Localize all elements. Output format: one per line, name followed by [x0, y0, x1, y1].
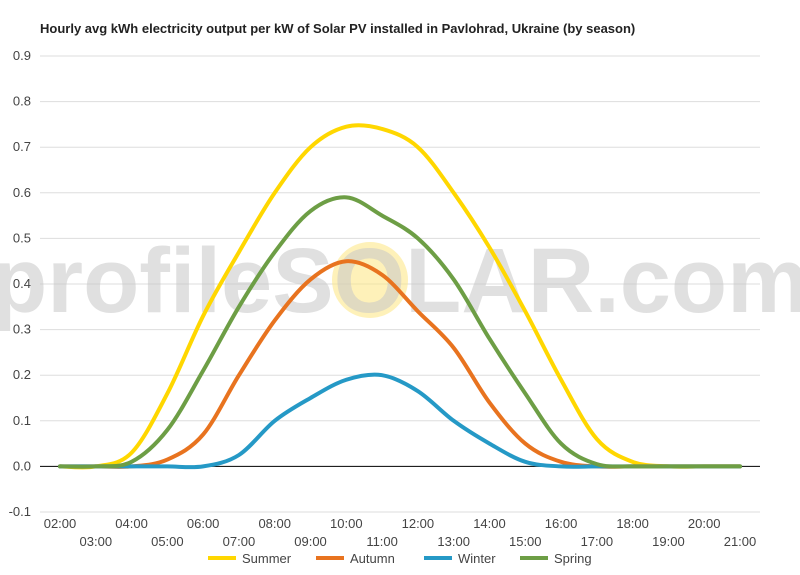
- chart-title: Hourly avg kWh electricity output per kW…: [40, 21, 635, 36]
- x-axis: 02:0003:0004:0005:0006:0007:0008:0009:00…: [44, 516, 757, 549]
- legend-item-winter: Winter: [424, 551, 496, 566]
- x-tick-label: 06:00: [187, 516, 220, 531]
- legend-label: Winter: [458, 551, 496, 566]
- legend-swatch: [424, 556, 452, 560]
- y-tick-label: 0.9: [13, 48, 31, 63]
- legend-item-spring: Spring: [520, 551, 592, 566]
- x-tick-label: 03:00: [80, 534, 113, 549]
- legend-swatch: [520, 556, 548, 560]
- y-tick-label: 0.1: [13, 413, 31, 428]
- series-line-summer: [58, 123, 742, 470]
- legend-swatch: [316, 556, 344, 560]
- x-tick-label: 10:00: [330, 516, 363, 531]
- y-tick-label: 0.6: [13, 185, 31, 200]
- x-tick-label: 17:00: [581, 534, 614, 549]
- legend-item-autumn: Autumn: [316, 551, 395, 566]
- x-tick-label: 05:00: [151, 534, 184, 549]
- x-tick-label: 20:00: [688, 516, 721, 531]
- watermark-text: profileSOLAR.com: [0, 230, 800, 332]
- x-tick-label: 02:00: [44, 516, 77, 531]
- x-tick-label: 21:00: [724, 534, 757, 549]
- x-tick-label: 19:00: [652, 534, 685, 549]
- x-tick-label: 14:00: [473, 516, 506, 531]
- x-tick-label: 04:00: [115, 516, 148, 531]
- legend: Summer Autumn Winter Spring: [208, 551, 592, 566]
- y-axis: -0.1 0.0 0.1 0.2 0.3 0.4 0.5 0.6 0.7 0.8 0.9: [9, 48, 31, 519]
- y-tick-label: 0.3: [13, 322, 31, 337]
- legend-item-summer: Summer: [208, 551, 292, 566]
- x-tick-label: 11:00: [366, 534, 398, 549]
- x-tick-label: 15:00: [509, 534, 542, 549]
- x-tick-label: 08:00: [258, 516, 291, 531]
- legend-label: Spring: [554, 551, 592, 566]
- legend-label: Autumn: [350, 551, 395, 566]
- watermark: profileSOLAR.com: [0, 230, 800, 332]
- y-tick-label: 0.4: [13, 276, 31, 291]
- series-lines: [58, 123, 742, 470]
- y-tick-label: 0.2: [13, 367, 31, 382]
- x-tick-label: 18:00: [616, 516, 649, 531]
- x-tick-label: 16:00: [545, 516, 578, 531]
- y-tick-label: 0.0: [13, 458, 31, 473]
- x-tick-label: 07:00: [223, 534, 256, 549]
- legend-swatch: [208, 556, 236, 560]
- y-tick-label: -0.1: [9, 504, 31, 519]
- y-tick-label: 0.5: [13, 230, 31, 245]
- x-tick-label: 09:00: [294, 534, 327, 549]
- legend-label: Summer: [242, 551, 292, 566]
- x-tick-label: 13:00: [437, 534, 470, 549]
- y-tick-label: 0.7: [13, 139, 31, 154]
- x-tick-label: 12:00: [402, 516, 435, 531]
- y-tick-label: 0.8: [13, 94, 31, 109]
- series-line-spring: [58, 195, 742, 469]
